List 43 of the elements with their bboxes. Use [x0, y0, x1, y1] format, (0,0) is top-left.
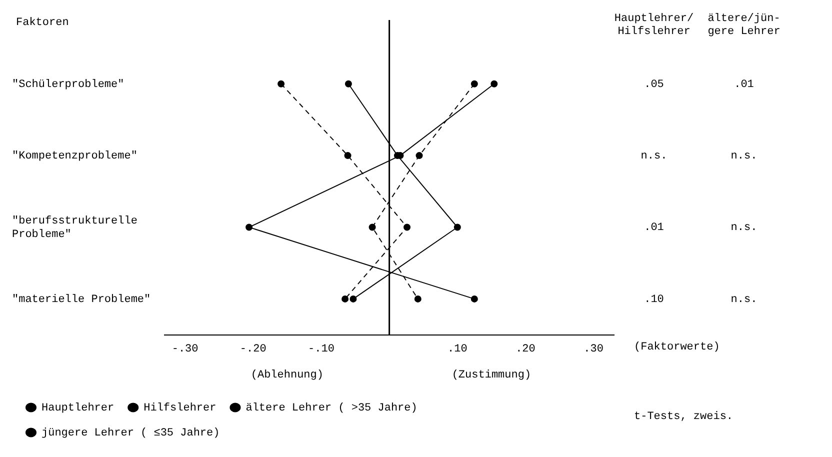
legend-label: ältere Lehrer ( >35 Jahre)	[246, 402, 418, 414]
point	[416, 152, 423, 160]
point	[246, 224, 253, 231]
x-tick-label: .20	[516, 343, 536, 356]
text: .10	[644, 294, 664, 306]
text: .01	[644, 222, 664, 234]
point	[278, 80, 285, 88]
y-tick-label: "Schülerprobleme"	[12, 78, 124, 91]
point	[490, 80, 498, 88]
y-tick-label: "Kompetenzprobleme"	[12, 150, 138, 162]
x-tick-label: -.30	[172, 343, 198, 356]
text: .05	[644, 78, 664, 91]
text: ältere/jün- gere Lehrer	[708, 12, 780, 38]
x-tick-label: -.20	[240, 343, 266, 356]
y-tick-label: "berufsstrukturelle Probleme"	[12, 216, 138, 241]
text: .01	[734, 78, 754, 91]
x-tick-label: .10	[447, 343, 468, 356]
point	[404, 224, 411, 231]
text: (Zustimmung)	[452, 370, 532, 382]
point	[470, 80, 478, 88]
legend-label: Hilfslehrer	[144, 402, 216, 414]
annotation: Hauptlehrer/ Hilfslehrer	[614, 12, 694, 38]
point	[414, 295, 422, 302]
legend-label: Hauptlehrer	[42, 402, 114, 414]
y-axis-title: Faktoren	[16, 16, 69, 29]
text: n.s.	[730, 222, 758, 234]
x-tick-label: .30	[584, 343, 604, 356]
text: t-Tests, zweis.	[634, 410, 734, 423]
legend-label: jüngere Lehrer ( ≤35 Jahre)	[42, 427, 220, 440]
text: (Ablehnung)	[250, 370, 324, 382]
point	[344, 152, 352, 160]
point	[470, 295, 478, 302]
text: n.s.	[730, 150, 758, 162]
point	[368, 224, 376, 231]
x-axis-title: (Faktorwerte)	[634, 342, 720, 354]
text: n.s.	[640, 150, 668, 162]
point	[342, 295, 349, 302]
y-tick-label: "materielle Probleme"	[12, 294, 151, 306]
point	[344, 80, 352, 88]
point	[454, 224, 461, 231]
text: n.s.	[730, 294, 758, 306]
point	[350, 295, 357, 302]
x-tick-label: -.10	[308, 343, 334, 356]
